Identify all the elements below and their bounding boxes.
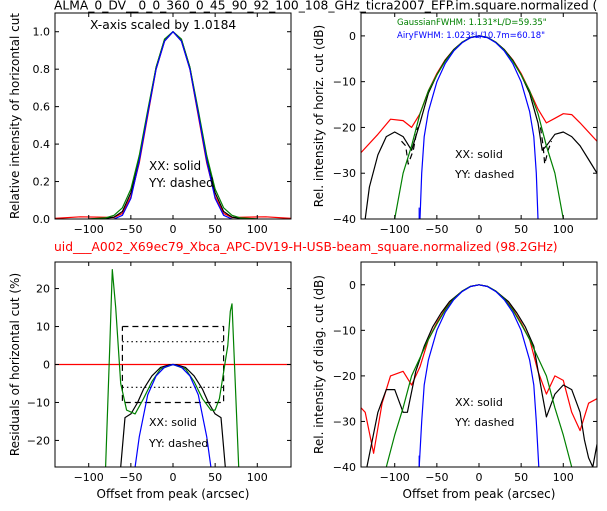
x-tick-label: 0 [476,223,483,236]
axes-frame [360,12,598,220]
chart-annotation: XX: solid [455,148,503,161]
y-axis-label: Rel. intensity of diag. cut (dB) [312,275,326,454]
series-line [418,284,540,467]
x-tick-label: −50 [119,223,142,236]
y-tick-label: −10 [333,76,356,89]
chart-annotation: XX: solid [455,396,503,409]
series-line [113,31,233,219]
y-tick-label: −10 [333,324,356,337]
series-line [366,284,597,467]
y-axis-label: Relative intensity of horizontal cut [8,13,22,219]
series-line [401,127,419,165]
y-tick-label: −20 [333,121,356,134]
y-tick-label: −30 [333,167,356,180]
x-tick-label: 0 [170,223,177,236]
chart-annotation: YY: dashed [454,168,514,181]
chart-panel-top-left: −100 −50 0 50 100 0.0 0.2 0.4 0.6 0.8 1.0 Relative … [8,12,292,236]
y-tick-label: 0.6 [33,101,51,114]
x-tick-label: −50 [425,471,448,484]
series-group [55,31,291,219]
axes-frame [360,261,598,468]
series-line [134,363,212,467]
series-line [394,35,564,219]
series-line [105,269,240,467]
y-tick-label: 0.8 [33,63,51,76]
series-line [121,325,225,404]
chart-annotation: YY: dashed [148,176,214,190]
y-tick-label: −10 [27,396,50,409]
figure-top-title: ALMA_0_DV__0_0_360_0_45_90_92_100_108_GH… [54,0,597,13]
series-line [88,31,258,219]
x-tick-label: −50 [119,471,142,484]
y-tick-label: −40 [333,461,356,474]
y-tick-label: 1.0 [33,26,51,39]
y-tick-label: −30 [333,415,356,428]
series-line [385,284,573,467]
y-tick-label: −40 [333,213,356,226]
x-tick-label: −100 [74,471,104,484]
y-tick-label: 0 [349,30,356,43]
legend-entry: AiryFWHM: 1.023*L/10.7m=60.18" [397,31,545,41]
x-tick-label: 0 [476,471,483,484]
x-tick-label: 50 [514,471,528,484]
chart-annotation: XX: solid [149,159,201,173]
y-axis-label: Residuals of horizontal cut (%) [8,273,22,456]
x-tick-label: −50 [425,223,448,236]
x-tick-label: 100 [247,223,268,236]
y-tick-label: 20 [36,283,50,296]
x-tick-label: 50 [208,471,222,484]
series-line [361,35,597,154]
chart-panel-bottom-right: −100 −50 0 50 100 0 −10 −20 −30 −40 Rel. intensity… [312,261,598,501]
x-tick-label: 100 [247,471,268,484]
x-axis-label: Offset from peak (arcsec) [97,487,250,501]
series-group [55,269,291,467]
y-tick-label: 0 [43,359,50,372]
y-tick-label: 0 [349,279,356,292]
x-axis-label: Offset from peak (arcsec) [403,487,556,501]
figure-mid-title: uid___A002_X69ec79_Xbca_APC-DV19-H-USB-b… [54,240,558,254]
chart-annotation: X-axis scaled by 1.0184 [90,18,236,32]
x-tick-label: −100 [380,471,410,484]
series-line [55,31,291,219]
y-tick-label: 0.0 [33,213,51,226]
y-tick-label: 0.4 [33,138,51,151]
chart-panel-top-right: −100 −50 0 50 100 0 −10 −20 −30 −40 Rel. intensity… [312,12,598,236]
y-tick-label: 0.2 [33,176,51,189]
x-tick-label: 50 [208,223,222,236]
chart-annotation: YY: dashed [148,437,208,450]
chart-annotation: YY: dashed [454,416,514,429]
series-group [361,284,597,467]
x-tick-label: 100 [553,471,574,484]
x-tick-label: 100 [553,223,574,236]
series-group [361,35,597,219]
x-tick-label: −100 [380,223,410,236]
x-tick-label: 0 [170,471,177,484]
x-tick-label: 50 [514,223,528,236]
series-line [539,127,553,165]
chart-annotation: XX: solid [149,416,197,429]
legend-entry: GaussianFWHM: 1.131*L/D=59.35" [397,18,547,28]
x-tick-label: −100 [74,223,104,236]
y-tick-label: −20 [333,370,356,383]
y-tick-label: 10 [36,321,50,334]
series-line [419,35,539,219]
y-tick-label: −20 [27,434,50,447]
series-line [88,31,258,219]
y-axis-label: Rel. intensity of horiz. cut (dB) [312,25,326,207]
